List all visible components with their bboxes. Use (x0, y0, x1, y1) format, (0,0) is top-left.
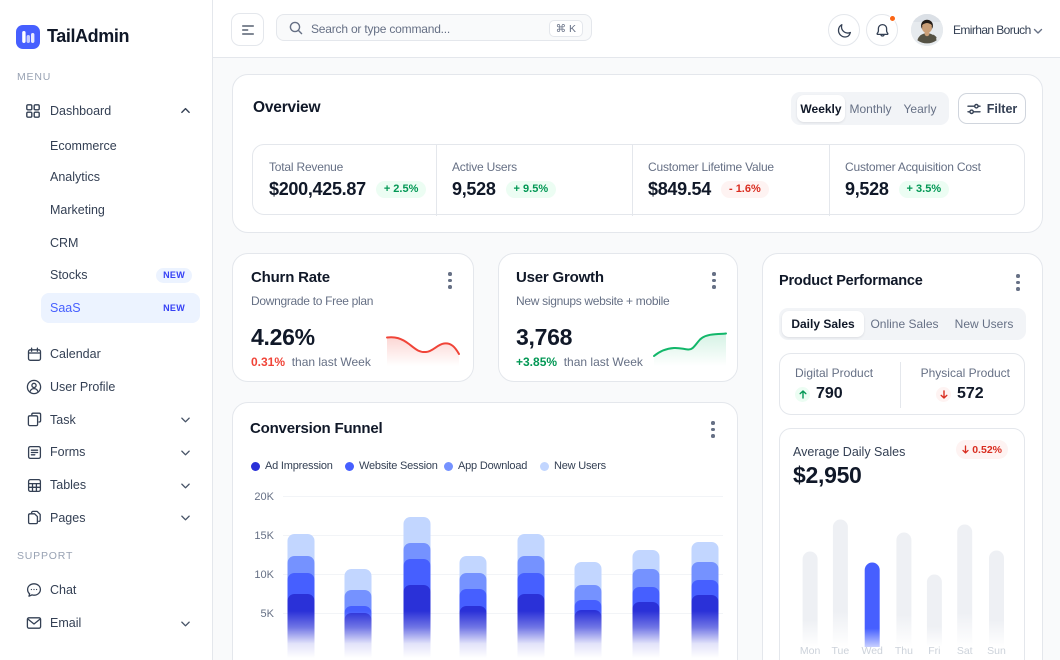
svg-text:5K: 5K (261, 608, 275, 620)
svg-text:Sat: Sat (957, 645, 973, 657)
svg-text:Tue: Tue (832, 645, 850, 657)
svg-text:Fri: Fri (928, 645, 940, 657)
svg-text:Mon: Mon (800, 645, 821, 657)
svg-text:10K: 10K (254, 569, 274, 581)
svg-text:Wed: Wed (861, 645, 883, 657)
svg-text:Thu: Thu (895, 645, 913, 657)
svg-text:20K: 20K (254, 491, 274, 503)
svg-text:Sun: Sun (987, 645, 1006, 657)
svg-text:15K: 15K (254, 530, 274, 542)
